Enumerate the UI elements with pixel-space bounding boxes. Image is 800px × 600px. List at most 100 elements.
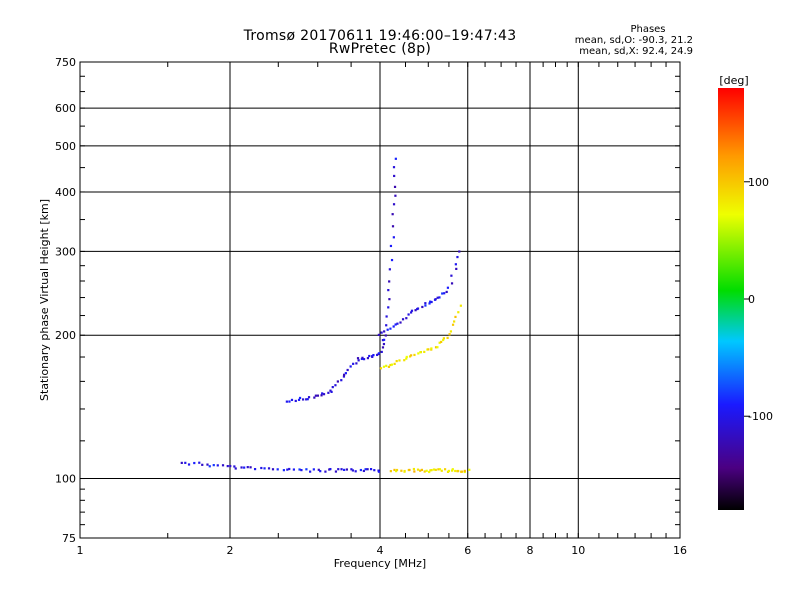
data-point	[212, 464, 215, 467]
data-point	[300, 469, 303, 472]
data-point	[427, 348, 430, 351]
data-point	[342, 373, 346, 376]
x-tick-label: 6	[464, 544, 471, 557]
data-point	[340, 468, 343, 471]
data-point	[413, 353, 416, 357]
data-point	[414, 309, 417, 312]
data-point	[352, 362, 355, 365]
data-point	[301, 398, 305, 401]
data-point	[405, 355, 408, 359]
colorbar-ticks: 100 0 -100	[744, 176, 773, 423]
data-point	[453, 320, 456, 323]
data-point	[463, 469, 466, 473]
data-point	[346, 368, 349, 372]
data-point	[445, 290, 448, 294]
data-point	[446, 286, 450, 289]
chart-title: Tromsø 20170611 19:46:00–19:47:43	[243, 28, 517, 44]
data-point	[440, 469, 443, 472]
data-point	[389, 327, 392, 330]
data-point	[180, 461, 183, 465]
data-point	[442, 338, 445, 342]
data-point	[393, 174, 396, 178]
data-point	[388, 298, 391, 301]
data-point	[359, 468, 362, 472]
data-point	[420, 468, 424, 472]
data-point	[320, 394, 323, 397]
data-point	[405, 317, 408, 320]
data-point	[438, 296, 441, 299]
data-point	[416, 468, 420, 471]
data-point	[306, 398, 309, 401]
data-point	[394, 157, 397, 160]
colorbar-tick-label: -100	[748, 410, 773, 423]
data-point	[425, 469, 428, 472]
data-point	[442, 337, 445, 340]
gridlines	[80, 62, 680, 538]
data-point	[368, 354, 371, 358]
data-point	[286, 468, 289, 471]
y-tick-label: 500	[55, 140, 76, 153]
data-point	[282, 469, 285, 472]
data-point	[362, 469, 365, 473]
data-point	[366, 468, 369, 471]
data-point	[400, 469, 403, 472]
data-points	[180, 157, 471, 474]
data-point	[309, 470, 312, 473]
x-tick-label: 1	[77, 544, 84, 557]
data-point	[324, 470, 327, 473]
data-point	[243, 466, 246, 469]
data-point	[428, 470, 431, 474]
data-point	[460, 470, 464, 473]
data-point	[298, 396, 302, 400]
data-point	[450, 274, 453, 277]
data-point	[395, 470, 398, 473]
data-point	[382, 338, 386, 341]
data-point	[468, 468, 471, 471]
data-point	[401, 318, 405, 321]
data-point	[313, 396, 316, 399]
data-point	[396, 322, 399, 325]
data-point	[395, 468, 399, 472]
x-tick-labels: 1 2 4 6 8 10 16	[77, 544, 688, 557]
minor-ticks	[79, 62, 681, 538]
data-point	[434, 298, 437, 301]
data-point	[455, 267, 458, 271]
data-point	[371, 355, 374, 358]
data-point	[438, 468, 442, 471]
data-point	[382, 365, 386, 368]
data-point	[421, 305, 424, 309]
data-point	[393, 362, 396, 365]
data-point	[395, 359, 398, 363]
data-point	[450, 282, 454, 285]
data-point	[385, 324, 388, 327]
data-point	[361, 356, 364, 359]
data-point	[234, 467, 237, 470]
data-point	[340, 379, 343, 382]
data-point	[387, 289, 390, 292]
data-point	[437, 468, 440, 471]
data-point	[206, 463, 209, 466]
data-point	[240, 466, 243, 469]
phase-mean-x: mean, sd,X: 92.4, 24.9	[579, 46, 693, 57]
data-point	[386, 328, 389, 331]
data-point	[438, 341, 441, 344]
data-point	[290, 398, 294, 402]
data-point	[379, 367, 383, 370]
data-point	[381, 346, 385, 349]
data-point	[403, 469, 406, 473]
colorbar	[718, 88, 744, 510]
data-point	[366, 357, 370, 360]
data-point	[410, 311, 413, 314]
data-point	[393, 185, 397, 188]
data-point	[384, 334, 387, 337]
data-point	[334, 384, 337, 387]
data-point	[322, 393, 326, 396]
data-point	[430, 300, 433, 304]
data-point	[419, 351, 422, 354]
data-point	[314, 394, 317, 397]
data-point	[356, 357, 360, 360]
data-point	[369, 468, 373, 471]
data-point	[451, 468, 454, 471]
data-point	[449, 330, 453, 333]
